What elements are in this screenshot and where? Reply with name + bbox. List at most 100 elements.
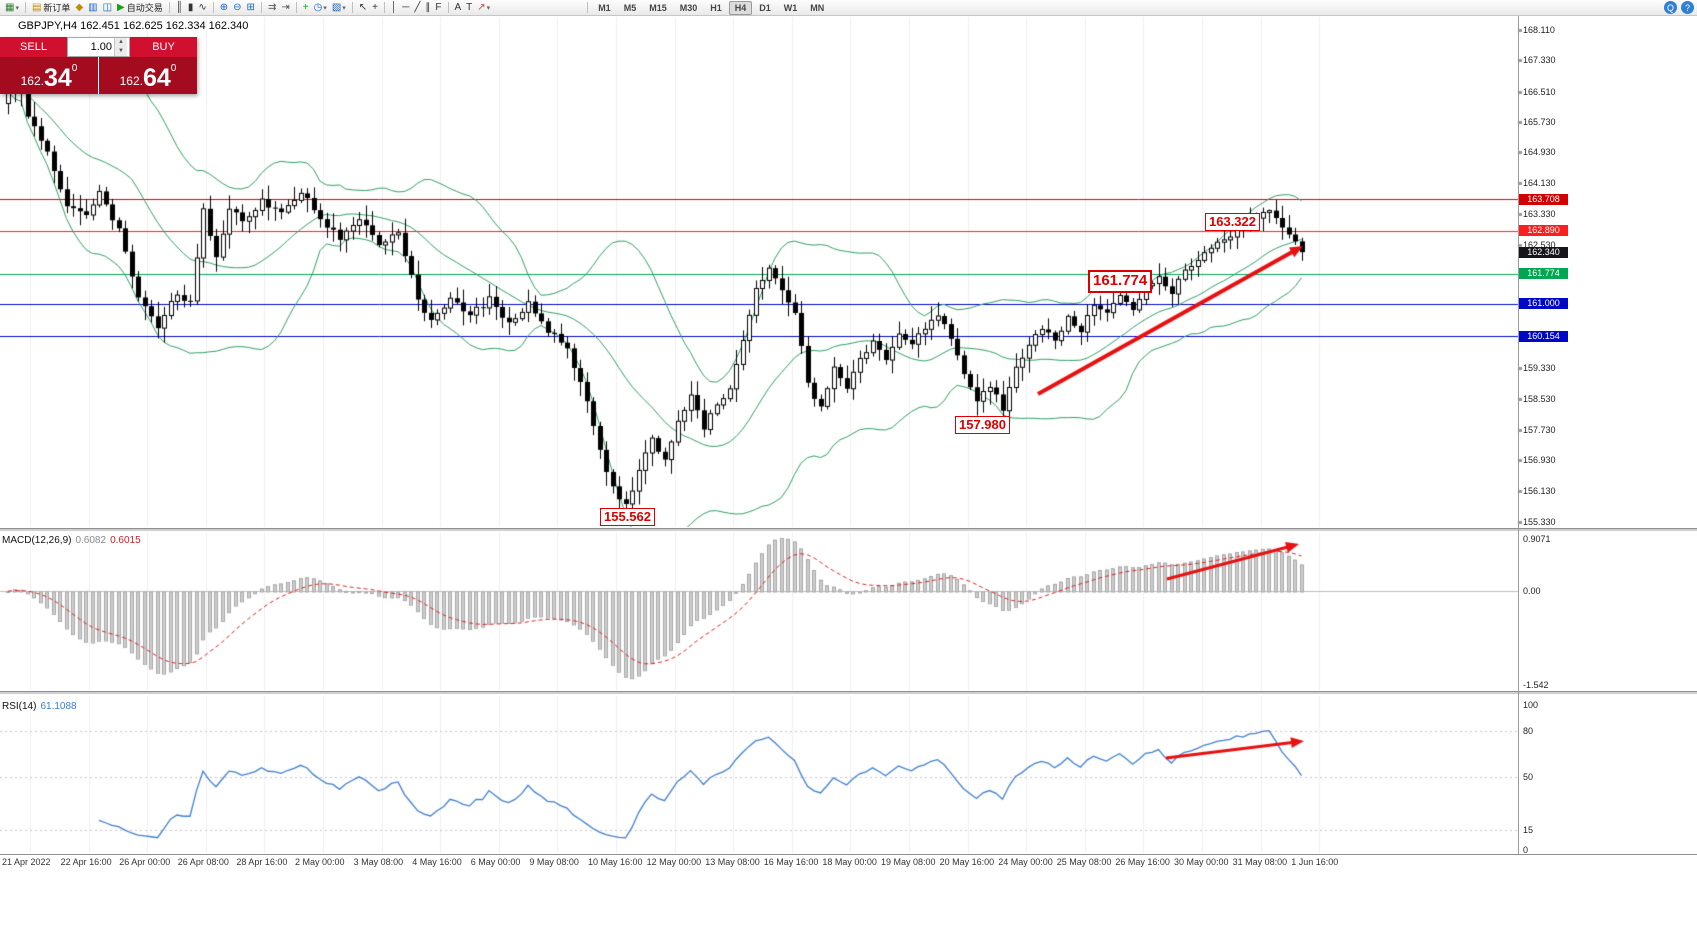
arrows-tool-icon[interactable]: ↗ ▾ bbox=[475, 1, 492, 15]
crosshair-icon: + bbox=[372, 1, 379, 13]
periods-icon[interactable]: ◷ ▾ bbox=[312, 1, 329, 15]
volume-increase-icon[interactable]: ▲ bbox=[114, 38, 127, 47]
chart-window-icon[interactable]: ▦ ▾ bbox=[3, 1, 21, 15]
price-annotation-157980[interactable]: 157.980 bbox=[955, 416, 1010, 435]
toolbar-separator bbox=[295, 2, 297, 13]
price-axis-tick: 164.130 bbox=[1523, 178, 1556, 189]
indicators-icon[interactable]: + bbox=[301, 1, 311, 15]
timeframe-m1-button[interactable]: M1 bbox=[598, 2, 611, 13]
autotrading-button[interactable]: ▶ 自动交易 bbox=[115, 1, 165, 15]
time-axis-label: 31 May 08:00 bbox=[1232, 857, 1288, 867]
expert-advisors-icon[interactable]: ◆ bbox=[73, 1, 85, 15]
time-axis-label: 21 Apr 2022 bbox=[2, 857, 51, 867]
crosshair-icon[interactable]: + bbox=[370, 1, 380, 15]
volume-decrease-icon[interactable]: ▼ bbox=[114, 47, 127, 56]
auto-scroll-icon[interactable]: ⇉ bbox=[266, 1, 278, 15]
new-order-button[interactable]: ▤ 新订单 bbox=[30, 1, 72, 15]
volume-input[interactable] bbox=[68, 38, 114, 56]
chart-shift-icon[interactable]: ⇥ bbox=[279, 1, 291, 15]
sell-button[interactable]: SELL bbox=[0, 37, 67, 57]
timeframe-m15-button[interactable]: M15 bbox=[649, 2, 667, 13]
macd-signal-value: 0.6015 bbox=[110, 535, 141, 546]
price-axis-badge: 162.890 bbox=[1519, 225, 1568, 237]
price-axis-tick: 167.330 bbox=[1523, 55, 1556, 66]
chart-symbol-ohlc: GBPJPY,H4 162.451 162.625 162.334 162.34… bbox=[18, 20, 249, 32]
line-chart-icon[interactable]: ∿ bbox=[196, 1, 208, 15]
community-search-icon[interactable]: Q bbox=[1664, 1, 1677, 14]
horizontal-line-icon[interactable]: ─ bbox=[400, 1, 411, 15]
price-axis-tick: 156.930 bbox=[1523, 455, 1556, 466]
fibonacci-icon: F bbox=[435, 1, 442, 13]
cursor-icon[interactable]: ↖ bbox=[357, 1, 369, 15]
chart-shift-icon: ⇥ bbox=[281, 1, 290, 13]
trade-panel-prices: 162. 34 0 162. 64 0 bbox=[0, 57, 197, 94]
rsi-scale-label: 50 bbox=[1523, 771, 1534, 782]
price-axis-badge: 162.340 bbox=[1519, 246, 1568, 258]
sell-price-button[interactable]: 162. 34 0 bbox=[0, 57, 98, 94]
price-annotation-161774[interactable]: 161.774 bbox=[1088, 270, 1153, 293]
toolbar: ▦ ▾ ▤ 新订单 ◆ ▥ ◫ ▶ 自动交易 ║ ▮ ∿ ⊕ ⊖ ⊞ ⇉ ⇥ + ◷ ▾ ▧ ▾ ↖ + │ ─ ╱ ∥ F A T ↗ ▾ M1… bbox=[0, 0, 1697, 16]
price-axis-tick: 164.930 bbox=[1523, 147, 1556, 158]
text-label-icon: T bbox=[466, 1, 473, 13]
timeframe-mn-button[interactable]: MN bbox=[810, 2, 825, 13]
timeframe-h1-button[interactable]: H1 bbox=[710, 2, 722, 13]
bar-chart-icon[interactable]: ║ bbox=[174, 1, 185, 15]
equidistant-channel-icon[interactable]: ∥ bbox=[423, 1, 432, 15]
macd-panel-separator[interactable] bbox=[0, 528, 1697, 531]
price-annotation-155562[interactable]: 155.562 bbox=[600, 508, 655, 527]
text-icon[interactable]: A bbox=[453, 1, 464, 15]
timeframe-w1-button[interactable]: W1 bbox=[783, 2, 798, 13]
toolbar-separator bbox=[351, 2, 353, 13]
sell-price-pips: 34 bbox=[43, 64, 72, 92]
macd-scale-label: 0.9071 bbox=[1523, 534, 1551, 544]
zoom-out-icon[interactable]: ⊖ bbox=[231, 1, 243, 15]
buy-price-button[interactable]: 162. 64 0 bbox=[99, 57, 197, 94]
timeframe-m5-button[interactable]: M5 bbox=[623, 2, 637, 13]
bar-chart-icon: ║ bbox=[175, 1, 183, 13]
tile-windows-icon[interactable]: ⊞ bbox=[245, 1, 257, 15]
buy-price-integer: 162. bbox=[119, 74, 143, 88]
new-order-button-label: 新订单 bbox=[43, 3, 71, 13]
profiles-icon[interactable]: ▥ bbox=[86, 1, 99, 15]
periods-icon: ◷ bbox=[313, 1, 323, 13]
dropdown-arrow-icon: ▾ bbox=[342, 4, 346, 12]
timeframe-h4-button[interactable]: H4 bbox=[728, 0, 753, 15]
time-axis-label: 12 May 00:00 bbox=[646, 857, 702, 867]
help-icon[interactable]: ? bbox=[1681, 1, 1694, 14]
text-label-icon[interactable]: T bbox=[464, 1, 474, 15]
time-axis-label: 25 May 08:00 bbox=[1056, 857, 1112, 867]
buy-price-pips: 64 bbox=[142, 64, 171, 92]
rsi-scale-label: 0 bbox=[1523, 845, 1529, 855]
rsi-scale-label: 15 bbox=[1523, 825, 1534, 836]
zoom-in-icon[interactable]: ⊕ bbox=[218, 1, 230, 15]
templates-icon[interactable]: ▧ ▾ bbox=[330, 1, 348, 15]
price-annotation-163322[interactable]: 163.322 bbox=[1205, 213, 1260, 232]
terminal-window-icon[interactable]: ◫ bbox=[101, 1, 114, 15]
templates-icon: ▧ bbox=[331, 1, 342, 13]
toolbar-separator bbox=[587, 2, 589, 13]
price-axis-badge: 161.774 bbox=[1519, 268, 1568, 280]
chart-window-icon: ▦ bbox=[5, 1, 15, 13]
zoom-out-icon: ⊖ bbox=[233, 1, 242, 13]
indicators-icon: + bbox=[302, 1, 309, 13]
autotrading-icon: ▶ bbox=[117, 1, 125, 13]
toolbar-separator bbox=[24, 2, 26, 13]
time-axis-label: 20 May 16:00 bbox=[939, 857, 995, 867]
timeframe-m30-button[interactable]: M30 bbox=[679, 2, 698, 13]
trendline-icon[interactable]: ╱ bbox=[412, 1, 422, 15]
fibonacci-icon[interactable]: F bbox=[433, 1, 443, 15]
text-icon: A bbox=[454, 1, 462, 13]
time-axis-label: 26 May 16:00 bbox=[1115, 857, 1170, 867]
vertical-line-icon[interactable]: │ bbox=[389, 1, 399, 15]
buy-button[interactable]: BUY bbox=[130, 37, 197, 57]
time-axis-label: 2 May 00:00 bbox=[295, 857, 345, 867]
price-axis-badge: 160.154 bbox=[1519, 330, 1568, 342]
rsi-indicator-label: RSI(14) 61.1088 bbox=[2, 701, 77, 712]
one-click-trading-panel: SELL ▲ ▼ BUY 162.340 162.640 bbox=[0, 37, 197, 94]
candlestick-chart-icon[interactable]: ▮ bbox=[186, 1, 196, 15]
rsi-panel-separator[interactable] bbox=[0, 691, 1697, 694]
candlestick-chart-icon: ▮ bbox=[187, 1, 194, 13]
macd-scale-label: -1.542 bbox=[1523, 680, 1549, 690]
timeframe-d1-button[interactable]: D1 bbox=[759, 2, 771, 13]
